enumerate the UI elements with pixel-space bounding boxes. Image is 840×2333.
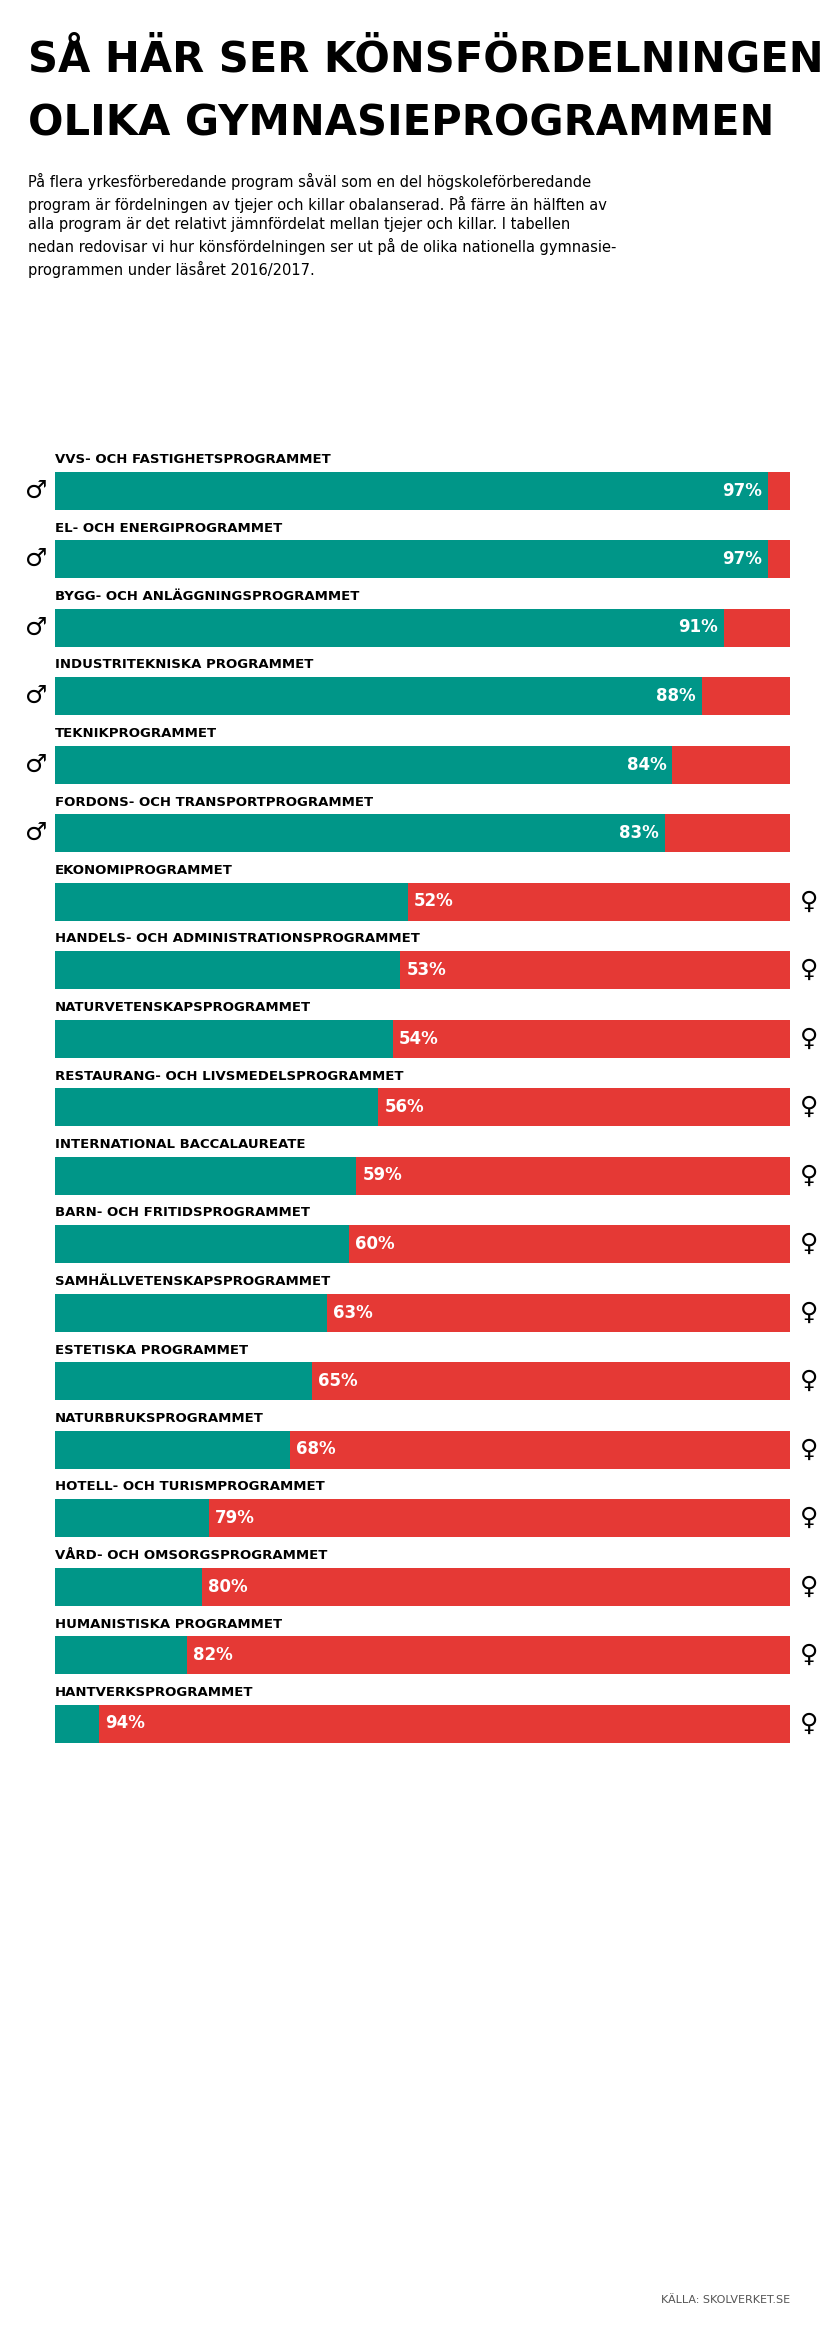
- Bar: [312, 1362, 790, 1400]
- Bar: [55, 471, 768, 509]
- Bar: [55, 882, 407, 922]
- Bar: [672, 747, 790, 784]
- Text: ♀: ♀: [800, 1642, 818, 1668]
- Text: ♂: ♂: [24, 754, 47, 777]
- Text: ESTETISKA PROGRAMMET: ESTETISKA PROGRAMMET: [55, 1344, 248, 1355]
- Bar: [349, 1225, 790, 1262]
- Text: 94%: 94%: [105, 1715, 145, 1733]
- Bar: [724, 609, 790, 646]
- Text: 54%: 54%: [399, 1029, 438, 1048]
- Text: 97%: 97%: [722, 551, 762, 567]
- Text: OLIKA GYMNASIEPROGRAMMEN: OLIKA GYMNASIEPROGRAMMEN: [28, 103, 774, 145]
- Bar: [55, 539, 768, 579]
- Bar: [768, 539, 790, 579]
- Text: 83%: 83%: [619, 824, 659, 842]
- Text: ♀: ♀: [800, 1437, 818, 1460]
- Text: FORDONS- OCH TRANSPORTPROGRAMMET: FORDONS- OCH TRANSPORTPROGRAMMET: [55, 796, 373, 810]
- Text: 79%: 79%: [215, 1509, 255, 1528]
- Text: 97%: 97%: [722, 481, 762, 499]
- Text: 63%: 63%: [333, 1304, 373, 1320]
- Text: VVS- OCH FASTIGHETSPROGRAMMET: VVS- OCH FASTIGHETSPROGRAMMET: [55, 453, 331, 467]
- Text: 88%: 88%: [656, 686, 696, 705]
- Text: ♀: ♀: [800, 1712, 818, 1736]
- Bar: [99, 1705, 790, 1743]
- Text: EKONOMIPROGRAMMET: EKONOMIPROGRAMMET: [55, 863, 233, 877]
- Bar: [401, 952, 790, 989]
- Text: 68%: 68%: [297, 1439, 336, 1458]
- Bar: [187, 1635, 790, 1675]
- Text: På flera yrkesförberedande program såväl som en del högskoleförberedande
program: På flera yrkesförberedande program såväl…: [28, 173, 617, 278]
- Text: HUMANISTISKA PROGRAMMET: HUMANISTISKA PROGRAMMET: [55, 1617, 282, 1631]
- Text: INDUSTRITEKNISKA PROGRAMMET: INDUSTRITEKNISKA PROGRAMMET: [55, 658, 313, 672]
- Bar: [55, 1020, 393, 1057]
- Bar: [55, 1500, 209, 1537]
- Text: RESTAURANG- OCH LIVSMEDELSPROGRAMMET: RESTAURANG- OCH LIVSMEDELSPROGRAMMET: [55, 1069, 403, 1083]
- Bar: [701, 677, 790, 714]
- Bar: [55, 952, 401, 989]
- Text: SÅ HÄR SER KÖNSFÖRDELNINGEN UT PÅ DE: SÅ HÄR SER KÖNSFÖRDELNINGEN UT PÅ DE: [28, 37, 840, 79]
- Bar: [356, 1157, 790, 1194]
- Text: NATURBRUKSPROGRAMMET: NATURBRUKSPROGRAMMET: [55, 1411, 264, 1425]
- Bar: [55, 1430, 290, 1467]
- Bar: [55, 747, 672, 784]
- Text: SAMHÄLLVETENSKAPSPROGRAMMET: SAMHÄLLVETENSKAPSPROGRAMMET: [55, 1276, 330, 1288]
- Text: INTERNATIONAL BACCALAUREATE: INTERNATIONAL BACCALAUREATE: [55, 1139, 306, 1150]
- Bar: [290, 1430, 790, 1467]
- Bar: [55, 814, 665, 852]
- Text: ♀: ♀: [800, 1164, 818, 1187]
- Bar: [327, 1292, 790, 1332]
- Text: 53%: 53%: [407, 961, 446, 980]
- Text: 56%: 56%: [385, 1099, 424, 1115]
- Bar: [378, 1087, 790, 1127]
- Text: 59%: 59%: [362, 1166, 402, 1185]
- Text: ♀: ♀: [800, 1575, 818, 1598]
- Text: BARN- OCH FRITIDSPROGRAMMET: BARN- OCH FRITIDSPROGRAMMET: [55, 1206, 310, 1220]
- Text: 82%: 82%: [193, 1647, 233, 1663]
- Text: BYGG- OCH ANLÄGGNINGSPROGRAMMET: BYGG- OCH ANLÄGGNINGSPROGRAMMET: [55, 590, 360, 602]
- Text: 91%: 91%: [678, 618, 718, 637]
- Text: ♀: ♀: [800, 1369, 818, 1393]
- Text: HANTVERKSPROGRAMMET: HANTVERKSPROGRAMMET: [55, 1687, 254, 1698]
- Text: 80%: 80%: [208, 1577, 248, 1596]
- Text: NATURVETENSKAPSPROGRAMMET: NATURVETENSKAPSPROGRAMMET: [55, 1001, 311, 1015]
- Bar: [768, 471, 790, 509]
- Bar: [55, 1568, 202, 1605]
- Text: 84%: 84%: [627, 756, 666, 775]
- Bar: [209, 1500, 790, 1537]
- Bar: [55, 1635, 187, 1675]
- Text: ♀: ♀: [800, 1299, 818, 1325]
- Bar: [55, 1292, 327, 1332]
- Text: ♀: ♀: [800, 959, 818, 982]
- Bar: [393, 1020, 790, 1057]
- Text: HANDELS- OCH ADMINISTRATIONSPROGRAMMET: HANDELS- OCH ADMINISTRATIONSPROGRAMMET: [55, 933, 420, 945]
- Text: ♀: ♀: [800, 1027, 818, 1050]
- Text: ♂: ♂: [24, 546, 47, 572]
- Bar: [407, 882, 790, 922]
- Text: TEKNIKPROGRAMMET: TEKNIKPROGRAMMET: [55, 728, 217, 740]
- Text: ♀: ♀: [800, 1507, 818, 1530]
- Bar: [55, 609, 724, 646]
- Text: ♀: ♀: [800, 889, 818, 915]
- Bar: [202, 1568, 790, 1605]
- Bar: [55, 1087, 378, 1127]
- Bar: [665, 814, 790, 852]
- Bar: [55, 1225, 349, 1262]
- Bar: [55, 1362, 312, 1400]
- Text: ♂: ♂: [24, 821, 47, 845]
- Text: ♀: ♀: [800, 1094, 818, 1120]
- Text: 60%: 60%: [355, 1234, 395, 1253]
- Bar: [55, 1705, 99, 1743]
- Text: HOTELL- OCH TURISMPROGRAMMET: HOTELL- OCH TURISMPROGRAMMET: [55, 1481, 325, 1493]
- Text: EL- OCH ENERGIPROGRAMMET: EL- OCH ENERGIPROGRAMMET: [55, 523, 282, 534]
- Bar: [55, 1157, 356, 1194]
- Text: 52%: 52%: [414, 894, 454, 910]
- Text: ♂: ♂: [24, 616, 47, 639]
- Text: KÄLLA: SKOLVERKET.SE: KÄLLA: SKOLVERKET.SE: [661, 2296, 790, 2305]
- Text: ♂: ♂: [24, 684, 47, 707]
- Text: VÅRD- OCH OMSORGSPROGRAMMET: VÅRD- OCH OMSORGSPROGRAMMET: [55, 1549, 328, 1563]
- Text: 65%: 65%: [318, 1372, 358, 1390]
- Text: ♂: ♂: [24, 478, 47, 502]
- Text: ♀: ♀: [800, 1232, 818, 1255]
- Bar: [55, 677, 701, 714]
